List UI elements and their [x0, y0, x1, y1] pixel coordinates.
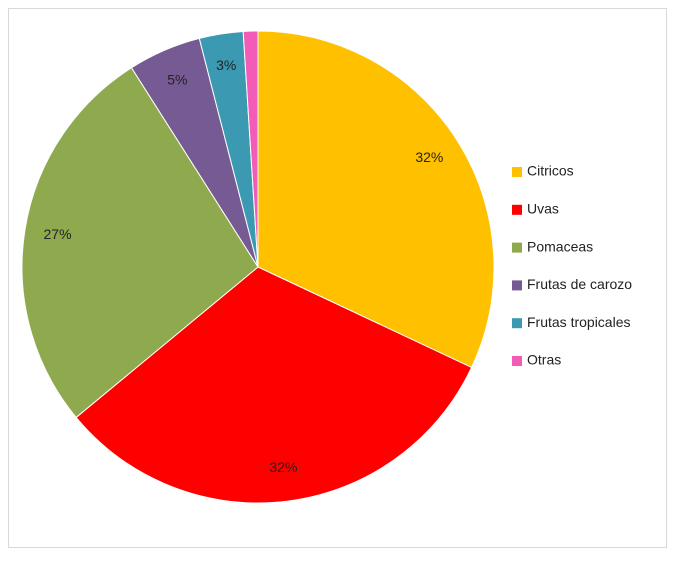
pie-slice [75, 266, 473, 504]
legend-swatch [512, 356, 522, 366]
legend-swatch [512, 242, 522, 253]
legend-label: Otras [527, 352, 561, 368]
legend-swatch [512, 318, 522, 329]
legend-label: Citricos [527, 163, 574, 179]
data-label: 32% [269, 459, 297, 475]
data-label: 3% [216, 57, 236, 73]
legend-label: Uvas [527, 201, 559, 217]
pie-slice [242, 30, 259, 268]
data-label: 32% [415, 149, 443, 165]
data-label: 27% [44, 226, 72, 242]
legend-swatch [512, 280, 522, 291]
legend-label: Frutas de carozo [527, 276, 632, 292]
pie-slice [21, 67, 259, 419]
legend-label: Pomaceas [527, 238, 593, 254]
legend-label: Frutas tropicales [527, 314, 630, 330]
data-label: 5% [167, 71, 187, 87]
pie-slice [257, 30, 495, 369]
legend-swatch [512, 167, 522, 177]
legend-swatch [512, 204, 522, 215]
